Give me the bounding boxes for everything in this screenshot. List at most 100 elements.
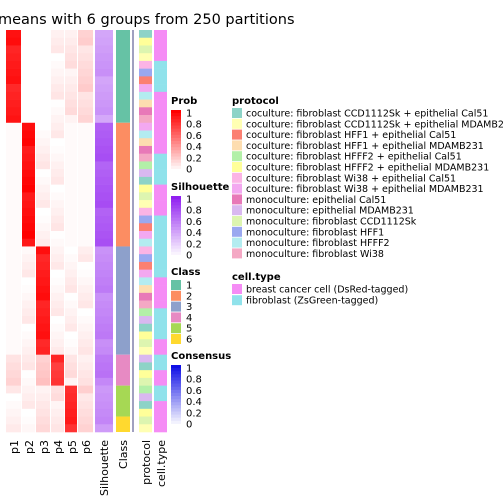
prob-cell-p5-32 xyxy=(65,277,77,286)
prob-cell-p6-51 xyxy=(78,424,93,433)
prob-cell-p5-18 xyxy=(65,169,77,178)
protocol-cell-32 xyxy=(139,277,152,286)
class-legend-swatch-4 xyxy=(171,312,181,323)
prob-gradient-step xyxy=(171,168,181,173)
prob-cell-p5-19 xyxy=(65,176,77,185)
prob-cell-p1-44 xyxy=(6,370,21,379)
prob-cell-p4-2 xyxy=(51,45,64,54)
celltype-legend-swatch xyxy=(232,284,242,294)
prob-tick-label: 0.4 xyxy=(186,142,202,153)
prob-cell-p6-40 xyxy=(78,339,93,348)
consensus-gradient-step xyxy=(171,389,181,394)
prob-cell-p5-45 xyxy=(65,377,77,386)
class-block-3 xyxy=(116,246,130,355)
prob-cell-p2-15 xyxy=(22,145,35,154)
consensus-gradient-step xyxy=(171,420,181,425)
silhouette-gradient-step xyxy=(171,239,181,243)
prob-cell-p1-12 xyxy=(6,122,21,131)
prob-cell-p6-24 xyxy=(78,215,93,224)
celltype-cell-15 xyxy=(154,145,167,154)
column-label-p3: p3 xyxy=(38,440,51,454)
protocol-legend-label: coculture: fibroblast HFFF2 + epithelial… xyxy=(246,163,489,174)
silhouette-cell-49 xyxy=(95,408,113,417)
prob-cell-p4-16 xyxy=(51,153,64,162)
prob-cell-p3-12 xyxy=(36,122,50,131)
celltype-cell-30 xyxy=(154,261,167,270)
protocol-cell-51 xyxy=(139,424,152,433)
prob-cell-p4-40 xyxy=(51,339,64,348)
legends: Prob10.80.60.40.20Silhouette10.80.60.40.… xyxy=(171,96,504,431)
consensus-gradient-step xyxy=(171,402,181,406)
prob-cell-p3-27 xyxy=(36,238,50,247)
silhouette-tick-label: 0.4 xyxy=(186,228,202,239)
celltype-cell-32 xyxy=(154,277,167,286)
prob-cell-p3-19 xyxy=(36,176,50,185)
prob-cell-p6-17 xyxy=(78,161,93,170)
prob-cell-p2-35 xyxy=(22,300,35,309)
prob-cell-p4-19 xyxy=(51,176,64,185)
prob-cell-p6-10 xyxy=(78,107,93,116)
silhouette-cell-3 xyxy=(95,53,113,62)
prob-cell-p1-4 xyxy=(6,60,21,69)
prob-cell-p5-36 xyxy=(65,308,77,317)
prob-gradient-step xyxy=(171,141,181,145)
celltype-cell-48 xyxy=(154,401,167,410)
prob-cell-p3-9 xyxy=(36,99,50,108)
prob-cell-p1-7 xyxy=(6,84,21,93)
silhouette-cell-26 xyxy=(95,231,113,240)
silhouette-cell-4 xyxy=(95,60,113,69)
silhouette-gradient-step xyxy=(171,236,181,240)
consensus-gradient-step xyxy=(171,392,181,397)
prob-cell-p5-8 xyxy=(65,91,77,100)
protocol-legend-label: coculture: fibroblast HFF1 + epithelial … xyxy=(246,141,484,152)
prob-cell-p2-34 xyxy=(22,292,35,301)
protocol-cell-38 xyxy=(139,323,152,332)
prob-cell-p4-14 xyxy=(51,138,64,147)
protocol-cell-2 xyxy=(139,45,152,54)
prob-gradient-step xyxy=(171,147,181,151)
celltype-cell-24 xyxy=(154,215,167,224)
protocol-cell-46 xyxy=(139,385,152,394)
prob-cell-p2-13 xyxy=(22,130,35,139)
celltype-legend: cell.type breast cancer cell (DsRed-tagge… xyxy=(232,272,408,307)
celltype-cell-18 xyxy=(154,169,167,178)
silhouette-cell-32 xyxy=(95,277,113,286)
celltype-cell-10 xyxy=(154,107,167,116)
silhouette-cell-42 xyxy=(95,354,113,363)
prob-cell-p6-2 xyxy=(78,45,93,54)
prob-cell-p3-34 xyxy=(36,292,50,301)
prob-gradient-step xyxy=(171,110,181,114)
prob-cell-p6-44 xyxy=(78,370,93,379)
prob-cell-p5-46 xyxy=(65,385,77,394)
silhouette-gradient-step xyxy=(171,211,181,215)
class-legend-label-6: 6 xyxy=(186,335,192,346)
celltype-cell-25 xyxy=(154,223,167,232)
protocol-cell-42 xyxy=(139,354,152,363)
prob-cell-p2-16 xyxy=(22,153,35,162)
protocol-legend-label: monoculture: epithelial MDAMB231 xyxy=(246,206,414,217)
celltype-cell-27 xyxy=(154,238,167,247)
prob-cell-p2-0 xyxy=(22,30,35,39)
celltype-cell-26 xyxy=(154,231,167,240)
celltype-cell-28 xyxy=(154,246,167,255)
prob-tick-label: 0 xyxy=(186,165,192,176)
silhouette-cell-21 xyxy=(95,192,113,201)
prob-cell-p3-41 xyxy=(36,346,50,355)
prob-cell-p4-47 xyxy=(51,393,64,402)
column-label-Class: Class xyxy=(117,440,130,469)
prob-cell-p4-38 xyxy=(51,323,64,332)
prob-cell-p4-0 xyxy=(51,30,64,39)
prob-cell-p1-47 xyxy=(6,393,21,402)
protocol-legend-swatch xyxy=(232,194,242,205)
protocol-cell-44 xyxy=(139,370,152,379)
protocol-cell-45 xyxy=(139,377,152,386)
prob-cell-p1-25 xyxy=(6,223,21,232)
protocol-legend: protocol coculture: fibroblast CCD1112Sk … xyxy=(232,96,504,260)
prob-cell-p5-25 xyxy=(65,223,77,232)
class-legend-label-5: 5 xyxy=(186,324,192,335)
protocol-cell-36 xyxy=(139,308,152,317)
celltype-cell-20 xyxy=(154,184,167,193)
consensus-gradient-step xyxy=(171,368,181,372)
celltype-cell-37 xyxy=(154,316,167,325)
celltype-cell-14 xyxy=(154,138,167,147)
